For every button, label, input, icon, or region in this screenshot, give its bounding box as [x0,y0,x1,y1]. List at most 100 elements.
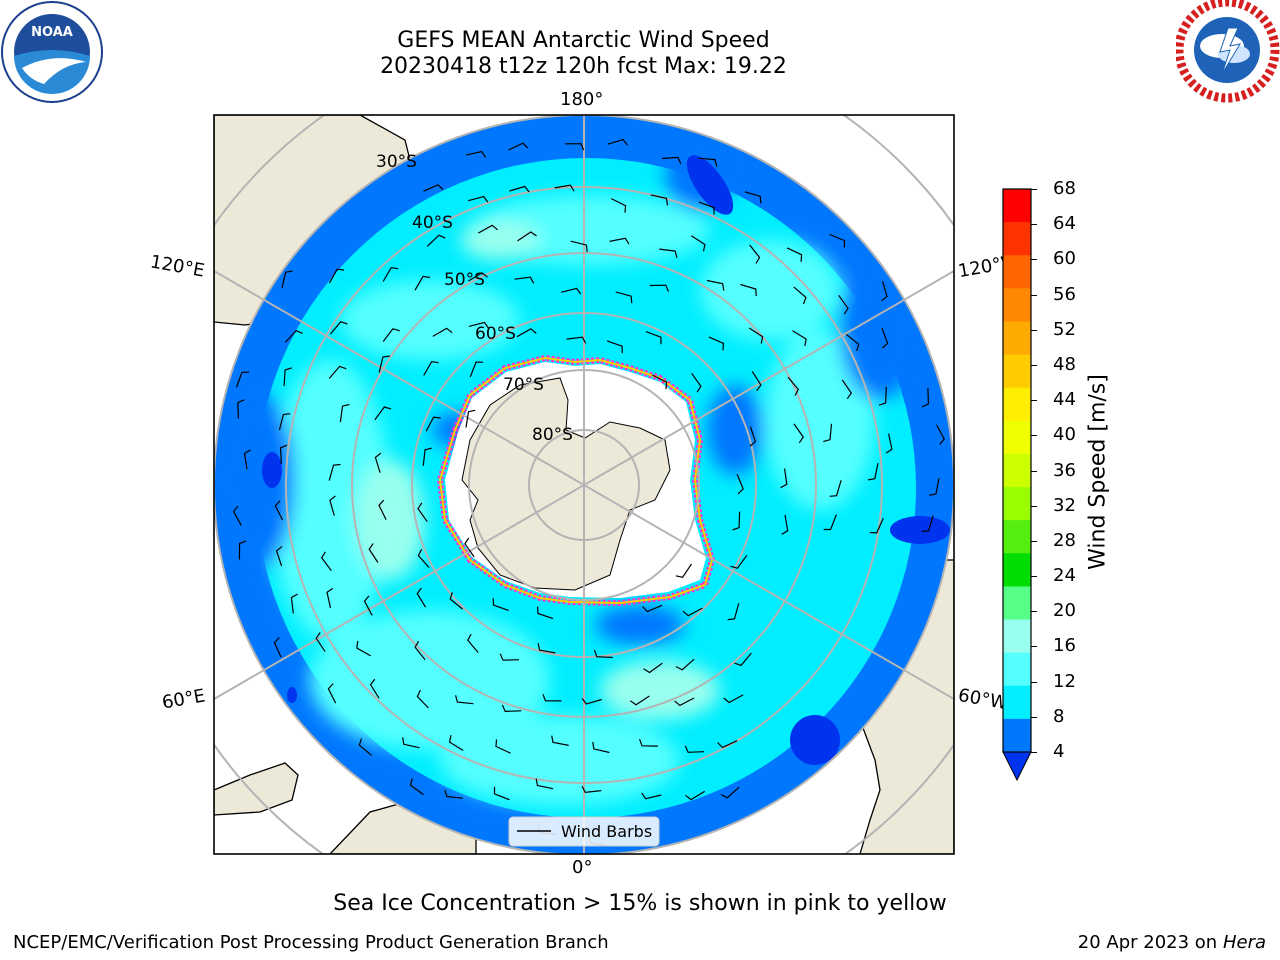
wind-barb [554,184,575,192]
colorbar-tick-mark [1031,611,1037,613]
colorbar-cell [1003,453,1031,488]
lat-label-50s: 50°S [444,270,485,290]
wind-barb [645,331,662,345]
wind-barb [356,640,371,657]
wind-barb [838,294,849,315]
wind-barb [823,423,833,443]
colorbar-tick-mark [1031,540,1037,542]
wind-barb [792,330,807,347]
lat-label-40s: 40°S [412,213,453,233]
wind-barb [477,224,498,234]
wind-barb [468,195,489,203]
wind-barb [417,549,430,568]
wind-barb [467,633,479,653]
colorbar-cell [1003,652,1031,687]
wind-barb [841,379,853,400]
wind-barb [328,268,345,284]
wind-barb [565,143,585,151]
wind-barb [320,551,332,571]
colorbar-tick-mark [1031,752,1037,753]
wind-barb [326,587,334,609]
wind-barb [652,374,668,390]
wind-barb [786,247,803,262]
legend: Wind Barbs [508,816,660,847]
colorbar-cell [1003,255,1031,289]
wind-barb [581,785,602,794]
wind-barb [560,287,582,295]
colorbar-tick-label: 68 [1053,178,1076,199]
wind-barb [449,592,463,610]
wind-barb [845,333,860,352]
wind-barb [685,790,706,801]
wind-barb [499,653,520,661]
wind-barb [275,545,283,567]
wind-barb [274,500,284,521]
wind-barb [732,511,741,531]
wind-barb [823,514,837,531]
wind-barb [378,355,390,373]
wind-barb [535,778,554,790]
wind-barb [423,184,444,192]
colorbar-cell [1003,685,1031,720]
wind-barb [867,462,879,481]
wind-barb [749,426,757,447]
lat-label-30s: 30°S [376,152,417,172]
wind-barb [581,698,602,705]
map-area: Wind Barbs [214,115,954,854]
wind-barb [881,328,889,349]
colorbar-tick-label: 56 [1053,283,1076,305]
wind-barb [315,632,326,652]
colorbar-tick-label: 40 [1053,424,1076,446]
wind-barb [368,543,379,563]
wind-barb [425,416,441,432]
wind-barb [414,640,426,661]
wind-barb [501,704,522,713]
wind-barb [629,695,650,706]
footer-right: 20 Apr 2023 on Hera [1078,932,1266,953]
wind-barb [382,266,399,282]
colorbar-tick-mark [1031,259,1037,261]
wind-barb [878,386,887,406]
wind-barb [606,340,623,354]
colorbar-tick-label: 20 [1053,600,1076,622]
nws-logo [1176,0,1280,103]
wind-barb [674,697,695,707]
wind-barb [278,413,291,431]
colorbar-cell [1003,189,1031,223]
colorbar-tick-label: 44 [1053,389,1076,411]
wind-barb [570,240,588,253]
colorbar-tick-mark [1031,646,1037,648]
wind-barb [698,157,718,167]
wind-barb [734,652,752,667]
colorbar-tick-label: 36 [1053,459,1076,481]
wind-barb [727,603,740,621]
colorbar-cell [1003,718,1031,753]
colorbar-tick-label: 8 [1053,705,1065,727]
colorbar-tick-mark [1031,681,1037,683]
wind-barb [659,248,678,258]
colorbar-cell [1003,288,1031,322]
wind-barb [444,789,463,799]
colorbar-cell [1003,321,1031,356]
footer-machine: Hera [1222,932,1266,953]
wind-barb [793,423,804,444]
wind-barb [829,233,846,248]
wind-barb [611,198,627,213]
wind-barb [328,365,347,379]
colorbar-tick-mark [1031,329,1037,331]
wind-barb [423,360,439,376]
wind-barb [467,272,488,282]
wind-barb [615,291,633,304]
wind-barb [432,327,453,337]
wind-barb [650,194,669,206]
wind-barb [744,191,762,204]
wind-barb [327,683,337,704]
wind-barb [723,694,744,704]
wind-barb [736,473,744,495]
wind-barb [720,786,740,799]
colorbar-tick-label: 32 [1053,494,1076,516]
colorbar-tick-label: 12 [1053,670,1076,692]
wind-barb [232,505,242,526]
wind-barb [374,452,382,473]
